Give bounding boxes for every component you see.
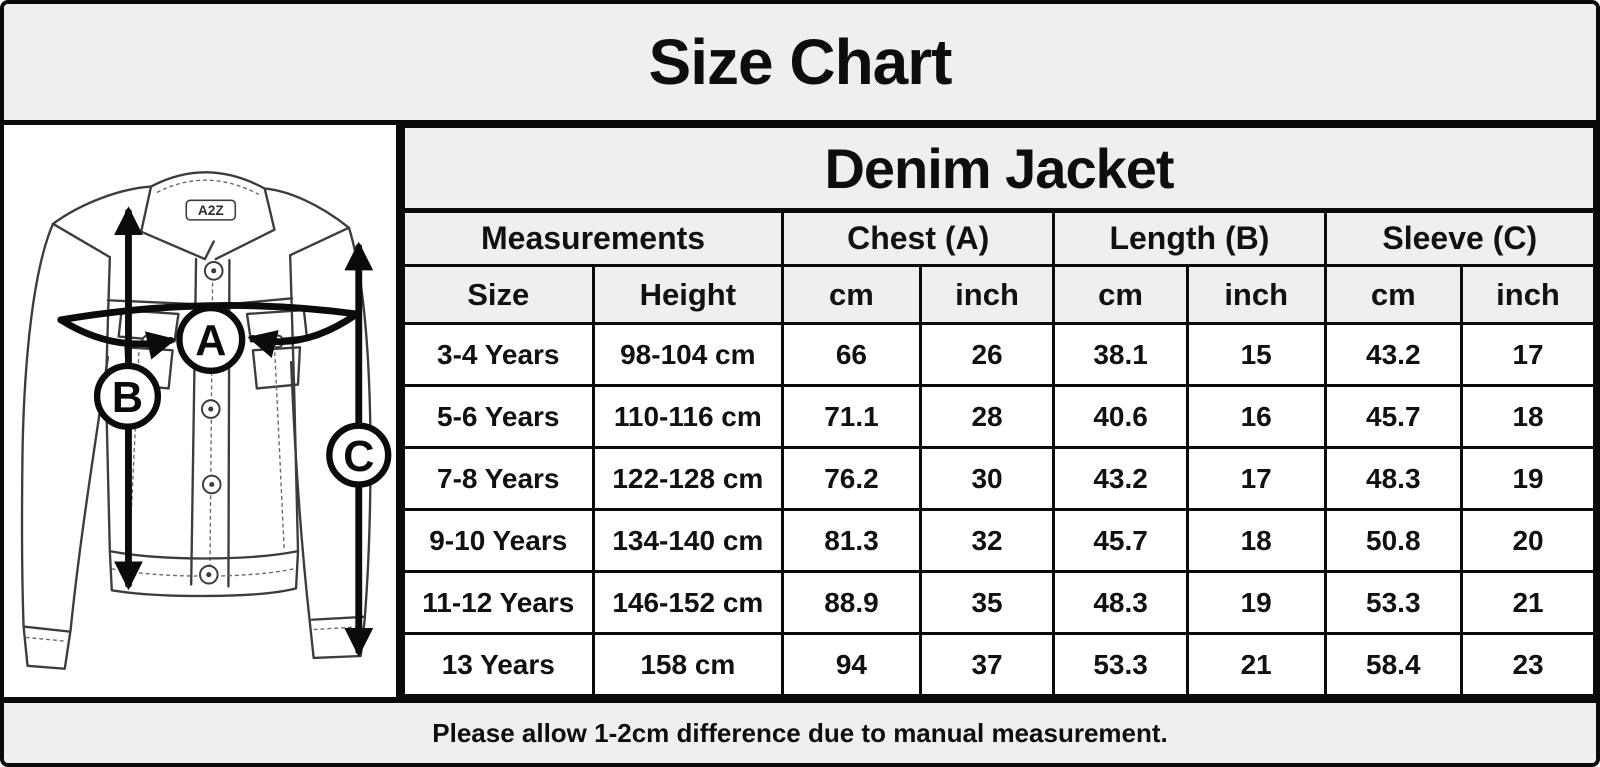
subheader-sleeve-cm: cm bbox=[1323, 264, 1464, 325]
cell-chest-inch: 30 bbox=[918, 446, 1056, 511]
subheader-chest-cm: cm bbox=[781, 264, 922, 325]
cell-length-cm: 40.6 bbox=[1052, 384, 1189, 449]
cell-sleeve-inch: 17 bbox=[1460, 322, 1596, 387]
size-table: Denim Jacket Measurements Chest (A) Leng… bbox=[401, 125, 1596, 697]
cell-chest-inch: 32 bbox=[918, 508, 1056, 573]
cell-sleeve-inch: 21 bbox=[1460, 570, 1596, 635]
subheader-size: Size bbox=[402, 264, 595, 325]
point-c-label: C bbox=[343, 433, 374, 481]
cell-height: 122-128 cm bbox=[591, 446, 785, 511]
cell-chest-cm: 81.3 bbox=[781, 508, 922, 573]
subheader-height: Height bbox=[591, 264, 785, 325]
product-title: Denim Jacket bbox=[402, 125, 1596, 213]
cell-height: 158 cm bbox=[591, 632, 785, 697]
page-title: Size Chart bbox=[648, 26, 953, 98]
table-row: 7-8 Years 122-128 cm 76.2 30 43.2 17 48.… bbox=[402, 446, 1596, 511]
header-length: Length (B) bbox=[1052, 209, 1327, 267]
size-table-panel: Denim Jacket Measurements Chest (A) Leng… bbox=[401, 125, 1596, 697]
table-row: 3-4 Years 98-104 cm 66 26 38.1 15 43.2 1… bbox=[402, 322, 1596, 387]
table-row: 13 Years 158 cm 94 37 53.3 21 58.4 23 bbox=[402, 632, 1596, 697]
measurement-arrows: A B C bbox=[57, 206, 392, 657]
cell-length-inch: 18 bbox=[1185, 508, 1327, 573]
brand-label-text: A2Z bbox=[198, 203, 224, 218]
point-a-label: A bbox=[195, 317, 226, 365]
header-chest: Chest (A) bbox=[781, 209, 1056, 267]
cell-length-cm: 43.2 bbox=[1052, 446, 1189, 511]
cell-chest-inch: 28 bbox=[918, 384, 1056, 449]
group-header-row: Measurements Chest (A) Length (B) Sleeve… bbox=[401, 209, 1596, 267]
cell-size: 13 Years bbox=[402, 632, 595, 697]
table-row: 11-12 Years 146-152 cm 88.9 35 48.3 19 5… bbox=[402, 570, 1596, 635]
title-band: Size Chart bbox=[4, 4, 1596, 125]
cell-chest-cm: 66 bbox=[781, 322, 922, 387]
jacket-buttons bbox=[199, 261, 224, 585]
sub-header-row: Size Height cm inch cm inch cm inch bbox=[402, 264, 1596, 325]
cell-sleeve-inch: 19 bbox=[1460, 446, 1596, 511]
cell-chest-inch: 35 bbox=[918, 570, 1056, 635]
cell-height: 98-104 cm bbox=[591, 322, 785, 387]
subheader-length-cm: cm bbox=[1052, 264, 1189, 325]
cell-sleeve-cm: 45.7 bbox=[1323, 384, 1464, 449]
cell-size: 7-8 Years bbox=[402, 446, 595, 511]
table-row: 5-6 Years 110-116 cm 71.1 28 40.6 16 45.… bbox=[402, 384, 1596, 449]
cell-sleeve-inch: 20 bbox=[1460, 508, 1596, 573]
subheader-chest-inch: inch bbox=[918, 264, 1056, 325]
footer-note: Please allow 1-2cm difference due to man… bbox=[432, 717, 1168, 748]
cell-chest-cm: 88.9 bbox=[781, 570, 922, 635]
cell-sleeve-cm: 58.4 bbox=[1323, 632, 1464, 697]
cell-sleeve-cm: 53.3 bbox=[1323, 570, 1464, 635]
cell-length-cm: 38.1 bbox=[1052, 322, 1189, 387]
cell-size: 5-6 Years bbox=[402, 384, 595, 449]
cell-size: 3-4 Years bbox=[402, 322, 595, 387]
cell-height: 134-140 cm bbox=[591, 508, 785, 573]
cell-length-cm: 53.3 bbox=[1052, 632, 1189, 697]
cell-chest-inch: 26 bbox=[918, 322, 1056, 387]
cell-chest-cm: 94 bbox=[781, 632, 922, 697]
cell-length-inch: 21 bbox=[1185, 632, 1327, 697]
cell-sleeve-cm: 48.3 bbox=[1323, 446, 1464, 511]
product-title-row: Denim Jacket bbox=[402, 125, 1596, 213]
brand-label-box bbox=[185, 199, 237, 221]
cell-sleeve-cm: 43.2 bbox=[1323, 322, 1464, 387]
point-b-label: B bbox=[112, 374, 143, 422]
cell-length-cm: 45.7 bbox=[1052, 508, 1189, 573]
header-measurements: Measurements bbox=[401, 209, 785, 267]
cell-sleeve-cm: 50.8 bbox=[1323, 508, 1464, 573]
cell-chest-inch: 37 bbox=[918, 632, 1056, 697]
cell-length-cm: 48.3 bbox=[1052, 570, 1189, 635]
main-area: A2Z bbox=[4, 125, 1596, 697]
cell-height: 110-116 cm bbox=[591, 384, 785, 449]
denim-jacket-illustration: A2Z bbox=[20, 171, 392, 670]
subheader-sleeve-inch: inch bbox=[1460, 264, 1596, 325]
chest-a-arrow-right bbox=[247, 310, 361, 359]
cell-size: 11-12 Years bbox=[402, 570, 595, 635]
cell-height: 146-152 cm bbox=[591, 570, 785, 635]
cell-chest-cm: 76.2 bbox=[781, 446, 922, 511]
jacket-diagram-panel: A2Z bbox=[4, 125, 402, 697]
cell-length-inch: 17 bbox=[1185, 446, 1327, 511]
chest-a-arrow-left bbox=[57, 316, 177, 360]
header-sleeve: Sleeve (C) bbox=[1323, 209, 1596, 267]
table-row: 9-10 Years 134-140 cm 81.3 32 45.7 18 50… bbox=[402, 508, 1596, 573]
cell-sleeve-inch: 23 bbox=[1460, 632, 1596, 697]
cell-length-inch: 16 bbox=[1185, 384, 1327, 449]
cell-length-inch: 19 bbox=[1185, 570, 1327, 635]
subheader-length-inch: inch bbox=[1185, 264, 1327, 325]
point-c-circle bbox=[326, 422, 392, 488]
cell-size: 9-10 Years bbox=[402, 508, 595, 573]
point-a-circle bbox=[176, 304, 246, 375]
cell-length-inch: 15 bbox=[1185, 322, 1327, 387]
jacket-outline-group: A2Z bbox=[20, 171, 372, 670]
point-b-circle bbox=[93, 362, 162, 430]
footer-band: Please allow 1-2cm difference due to man… bbox=[4, 697, 1596, 763]
cell-chest-cm: 71.1 bbox=[781, 384, 922, 449]
cell-sleeve-inch: 18 bbox=[1460, 384, 1596, 449]
